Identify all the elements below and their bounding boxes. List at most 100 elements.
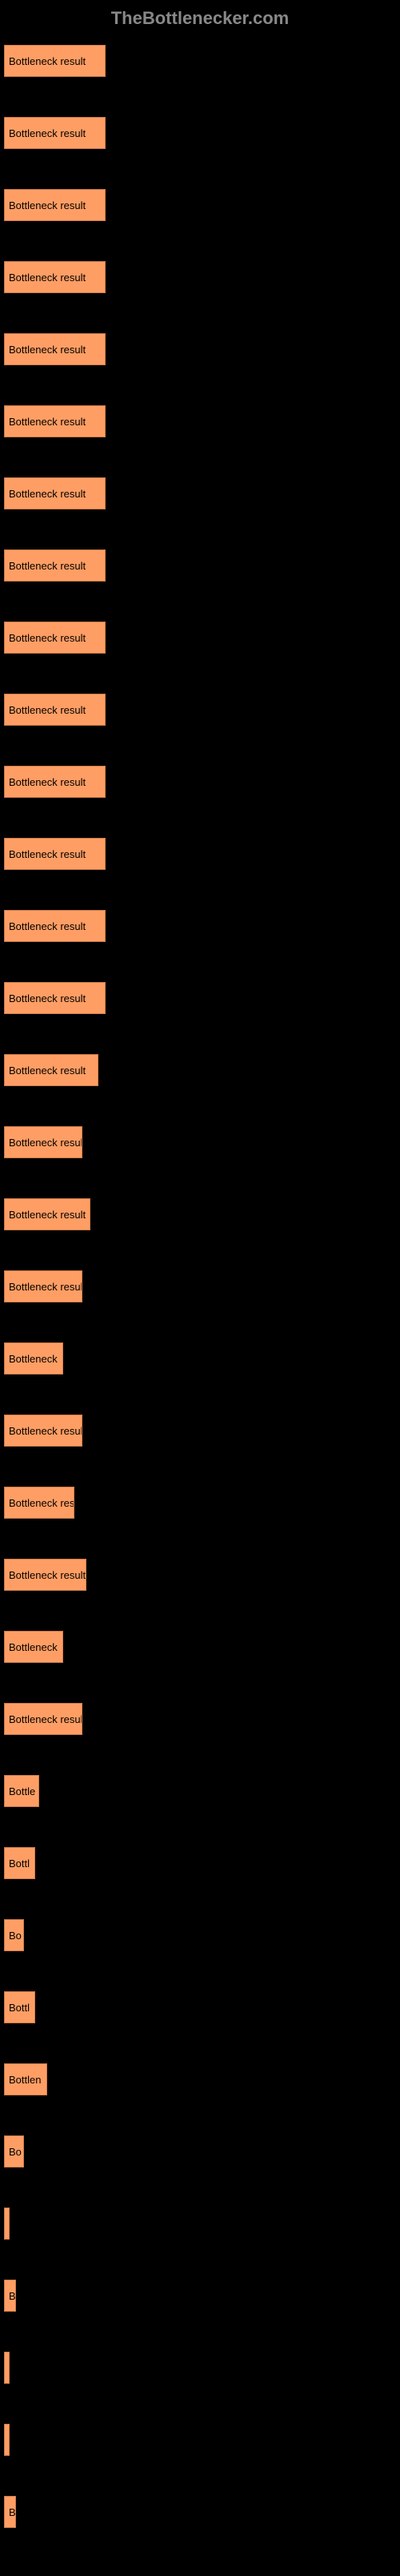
bar-label: B <box>9 2506 16 2518</box>
bar-label: Bottleneck result <box>9 272 86 284</box>
bar <box>4 2352 10 2384</box>
bar-row: Bottleneck result <box>4 549 396 582</box>
bar-row: Bottleneck result <box>4 1126 396 1158</box>
bar-row: Bottl <box>4 1991 396 2023</box>
bar-label: Bottlen <box>9 2074 41 2086</box>
bar-row: Bottleneck result <box>4 1198 396 1230</box>
bar-label: Bottleneck result <box>9 488 86 500</box>
bar-row: Bottleneck result <box>4 1054 396 1086</box>
bar-label: Bottl <box>9 2002 30 2014</box>
bar-label: Bottleneck result <box>9 560 86 572</box>
bar-label: Bottleneck result <box>9 1713 82 1725</box>
bar-label: Bottleneck <box>9 1353 58 1365</box>
bar-label: Bottleneck result <box>9 776 86 788</box>
bar: Bottleneck result <box>4 261 106 293</box>
bar-label: Bottleneck result <box>9 704 86 716</box>
bar-row: Bottlen <box>4 2063 396 2095</box>
bar: Bottleneck result <box>4 189 106 221</box>
bar-row: Bottleneck result <box>4 766 396 798</box>
bar: Bottleneck result <box>4 982 106 1014</box>
bar-label: Bottleneck result <box>9 920 86 932</box>
bar-row: Bottleneck result <box>4 261 396 293</box>
bar: Bottleneck result <box>4 1703 82 1735</box>
bar: Bottleneck result <box>4 1126 82 1158</box>
bar-row: Bo <box>4 1919 396 1951</box>
bar-row: Bo <box>4 2135 396 2167</box>
bar: B <box>4 2496 16 2528</box>
bar: Bottleneck result <box>4 45 106 77</box>
bar: Bottleneck result <box>4 694 106 726</box>
bar: Bottleneck <box>4 1342 63 1375</box>
bar-row: Bottleneck result <box>4 910 396 942</box>
bar: Bo <box>4 1919 24 1951</box>
bar: Bottleneck result <box>4 549 106 582</box>
bar-label: Bottleneck result <box>9 1209 86 1221</box>
bar-row: Bottl <box>4 1847 396 1879</box>
bar-label: Bottle <box>9 1785 35 1797</box>
bar-row: Bottleneck result <box>4 1703 396 1735</box>
bar: Bottleneck result <box>4 1487 74 1519</box>
bar: Bottleneck result <box>4 405 106 437</box>
bar-row: Bottle <box>4 1775 396 1807</box>
bar-label: Bottleneck result <box>9 199 86 211</box>
bar-label: Bottleneck result <box>9 848 86 860</box>
bar-label: Bottleneck result <box>9 344 86 356</box>
bar: Bottleneck result <box>4 766 106 798</box>
bar-label: Bo <box>9 1930 22 1942</box>
bar: Bottleneck result <box>4 838 106 870</box>
bar-label: Bottleneck result <box>9 1281 82 1293</box>
bar: Bottl <box>4 1847 35 1879</box>
bar-label: Bottleneck result <box>9 632 86 644</box>
bar: Bottle <box>4 1775 39 1807</box>
bar-row: Bottleneck result <box>4 1487 396 1519</box>
bar <box>4 2208 10 2240</box>
bar-row: Bottleneck result <box>4 333 396 365</box>
bar-row: Bottleneck result <box>4 117 396 149</box>
bar: Bottleneck result <box>4 1415 82 1447</box>
bar-row: Bottleneck <box>4 1631 396 1663</box>
bar-row: B <box>4 2280 396 2312</box>
bar: B <box>4 2280 16 2312</box>
bar-row <box>4 2352 396 2384</box>
bar-row: Bottleneck result <box>4 1270 396 1302</box>
bar: Bottleneck result <box>4 333 106 365</box>
bar-label: Bottleneck result <box>9 1569 86 1581</box>
bar-label: Bottleneck result <box>9 1065 86 1077</box>
site-header: TheBottlenecker.com <box>0 8 400 29</box>
bar-label: Bottleneck result <box>9 127 86 139</box>
bar-label: Bottleneck result <box>9 55 86 67</box>
bar: Bottleneck result <box>4 622 106 654</box>
bar-row: Bottleneck result <box>4 982 396 1014</box>
bar-row: B <box>4 2496 396 2528</box>
bar: Bottleneck result <box>4 1054 98 1086</box>
bar-row: Bottleneck result <box>4 405 396 437</box>
bar-row: Bottleneck result <box>4 477 396 509</box>
bar-row: Bottleneck <box>4 1342 396 1375</box>
bar-label: Bottleneck result <box>9 992 86 1004</box>
bar: Bottleneck result <box>4 1270 82 1302</box>
bar: Bottlen <box>4 2063 47 2095</box>
bar-row: Bottleneck result <box>4 622 396 654</box>
bar-row <box>4 2424 396 2456</box>
bar: Bottleneck result <box>4 1198 90 1230</box>
bar: Bottl <box>4 1991 35 2023</box>
bar: Bottleneck result <box>4 477 106 509</box>
bar-row: Bottleneck result <box>4 838 396 870</box>
bar-chart: Bottleneck result Bottleneck result Bottle… <box>0 45 400 2528</box>
bar: Bottleneck result <box>4 910 106 942</box>
bar-label: Bottleneck <box>9 1641 58 1653</box>
bar-row: Bottleneck result <box>4 189 396 221</box>
bar-label: Bottleneck result <box>9 1497 74 1509</box>
bar: Bo <box>4 2135 24 2167</box>
bar-label: B <box>9 2290 16 2302</box>
bar-row: Bottleneck result <box>4 45 396 77</box>
bar-row <box>4 2208 396 2240</box>
bar: Bottleneck result <box>4 1559 86 1591</box>
bar: Bottleneck result <box>4 117 106 149</box>
bar-label: Bottleneck result <box>9 416 86 428</box>
bar-label: Bo <box>9 2146 22 2158</box>
bar-row: Bottleneck result <box>4 1415 396 1447</box>
bar-label: Bottleneck result <box>9 1137 82 1149</box>
bar-label: Bottl <box>9 1858 30 1870</box>
bar <box>4 2424 10 2456</box>
